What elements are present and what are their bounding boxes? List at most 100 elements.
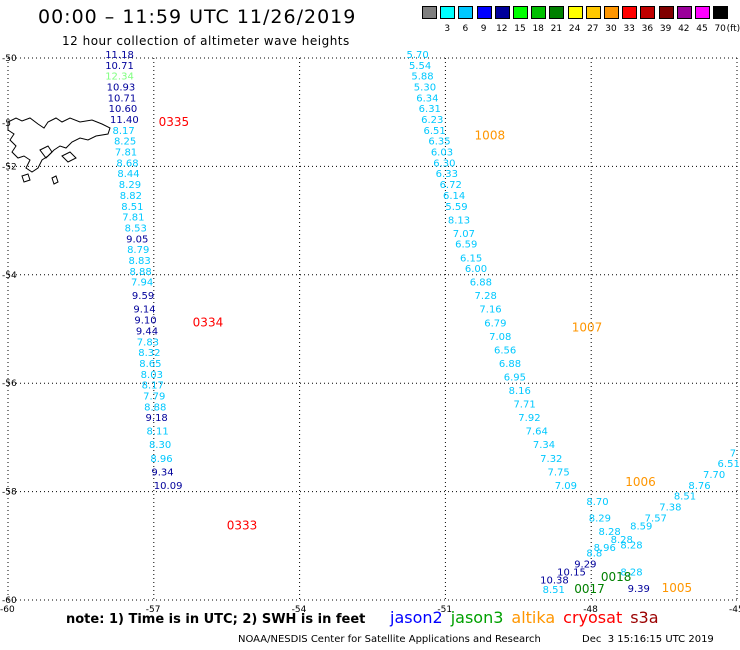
satellite-legend-cryosat: cryosat <box>563 608 623 627</box>
wave-height-value: 7.70 <box>703 470 725 481</box>
wave-height-value: 6.14 <box>443 191 465 202</box>
wave-height-value: 8.32 <box>138 348 160 359</box>
lat-label: -5 <box>2 119 11 129</box>
wave-height-value: 6.59 <box>455 240 477 251</box>
wave-height-value: 11.40 <box>110 115 139 126</box>
map-subtitle: 12 hour collection of altimeter wave hei… <box>62 34 350 48</box>
wave-height-value: 8.88 <box>144 402 166 413</box>
satellite-legend: jason2 jason3 altika cryosat s3a <box>390 608 667 627</box>
wave-height-value: 8.17 <box>112 126 134 137</box>
wave-height-value: 7.34 <box>533 440 555 451</box>
wave-height-value: 6.79 <box>484 318 506 329</box>
colorbar-swatch <box>513 6 528 19</box>
wave-height-value: 6.23 <box>421 115 443 126</box>
wave-height-value: 8.53 <box>125 223 147 234</box>
colorbar-label: 9 <box>480 24 487 34</box>
colorbar-swatch <box>713 6 729 19</box>
wave-height-value: 8.17 <box>142 381 164 392</box>
wave-height-value: 6.31 <box>419 104 441 115</box>
colorbar-label: 3 <box>444 24 451 34</box>
lon-label: -54 <box>292 605 307 615</box>
wave-height-value: 10.71 <box>108 93 137 104</box>
wave-height-value: 6.34 <box>416 93 438 104</box>
satellite-legend-altika: altika <box>511 608 556 627</box>
wave-height-value: 10.09 <box>154 481 183 492</box>
lat-label: -56 <box>2 379 17 389</box>
wave-height-value: 7.16 <box>479 305 501 316</box>
wave-height-value: 8.79 <box>127 245 149 256</box>
island-outline <box>21 173 31 183</box>
wave-height-value: 5.54 <box>409 61 431 72</box>
wave-height-value: 8.65 <box>139 359 161 370</box>
wave-height-value: 9.59 <box>132 291 154 302</box>
wave-height-value: 8.96 <box>150 454 172 465</box>
wave-height-value: 8.25 <box>114 137 136 148</box>
satellite-legend-jason2: jason2 <box>390 608 443 627</box>
wave-height-value: 6.72 <box>440 180 462 191</box>
wave-height-value: 5.70 <box>407 50 429 61</box>
colorbar-swatch <box>531 6 547 19</box>
wave-height-value: 8.51 <box>674 492 696 503</box>
wave-height-value: 7.57 <box>645 513 667 524</box>
wave-height-value: 6.00 <box>465 264 487 275</box>
wave-height-value: 8.51 <box>121 202 143 213</box>
wave-height-value: 8.13 <box>448 215 470 226</box>
lon-label: -45 <box>729 605 740 615</box>
wave-height-value: 10.15 <box>557 568 586 579</box>
colorbar-label: 39 <box>659 24 672 34</box>
wave-height-value: 6.35 <box>428 137 450 148</box>
wave-height-value: 8.88 <box>130 267 152 278</box>
wave-height-value: 6.95 <box>504 372 526 383</box>
wave-height-value: 8.11 <box>147 427 169 438</box>
colorbar-swatch <box>494 6 510 19</box>
wave-height-value: 6.88 <box>470 278 492 289</box>
colorbar-swatch <box>549 6 565 19</box>
colorbar-swatch <box>604 6 619 19</box>
colorbar-label: 27 <box>587 24 599 34</box>
wave-height-value: 7.75 <box>547 467 569 478</box>
colorbar-swatch <box>567 6 583 19</box>
wave-height-value: 5.30 <box>414 83 436 94</box>
wave-height-value: 9.29 <box>574 559 596 570</box>
wave-height-value: 8.16 <box>509 386 531 397</box>
lat-label: -52 <box>2 162 17 172</box>
wave-height-value: 8.70 <box>586 497 608 508</box>
colorbar-label: 18 <box>532 24 544 34</box>
wave-height-value: 5.59 <box>445 202 467 213</box>
wave-height-value: 5.88 <box>411 72 433 83</box>
wave-height-value: 8.29 <box>589 513 611 524</box>
island-outline <box>51 175 59 185</box>
lat-label: -60 <box>2 596 17 606</box>
colorbar-label: 30 <box>605 24 617 34</box>
wave-height-value: 8.82 <box>120 191 142 202</box>
pass-time-label: 1005 <box>662 581 693 595</box>
lat-label: -58 <box>2 488 17 498</box>
colorbar-label: 21 <box>550 24 563 34</box>
wave-height-value: 8.76 <box>688 481 710 492</box>
colorbar-swatch <box>476 6 492 19</box>
wave-height-value: 9.10 <box>134 316 156 327</box>
colorbar-swatch <box>658 6 674 19</box>
lon-label: -51 <box>437 605 452 615</box>
wave-height-value: 6.51 <box>718 459 740 470</box>
wave-height-value: 8.83 <box>129 256 151 267</box>
footer-note: note: 1) Time is in UTC; 2) SWH is in fe… <box>66 612 366 627</box>
colorbar-label: 36 <box>641 24 654 34</box>
wave-height-value: 8.28 <box>598 527 620 538</box>
wave-height-value: 7.64 <box>526 427 548 438</box>
satellite-legend-jason3: jason3 <box>450 608 504 627</box>
wave-height-value: 8.59 <box>630 522 652 533</box>
satellite-legend-s3a: s3a <box>630 608 659 627</box>
wave-height-value: 8.44 <box>117 169 139 180</box>
wave-height-value: 7.28 <box>475 291 497 302</box>
colorbar-label: 42 <box>678 24 690 34</box>
wave-height-value: 8.8 <box>586 549 602 560</box>
wave-height-value: 7.81 <box>115 148 137 159</box>
wave-height-value: 9.05 <box>126 234 148 245</box>
colorbar-label: 6 <box>462 24 469 34</box>
pass-time-label: 1007 <box>572 321 603 335</box>
wave-height-value: 6.30 <box>433 158 455 169</box>
colorbar-label: 15 <box>514 24 526 34</box>
pass-time-label: 0333 <box>227 519 258 533</box>
wave-height-value: 8.28 <box>611 535 633 546</box>
